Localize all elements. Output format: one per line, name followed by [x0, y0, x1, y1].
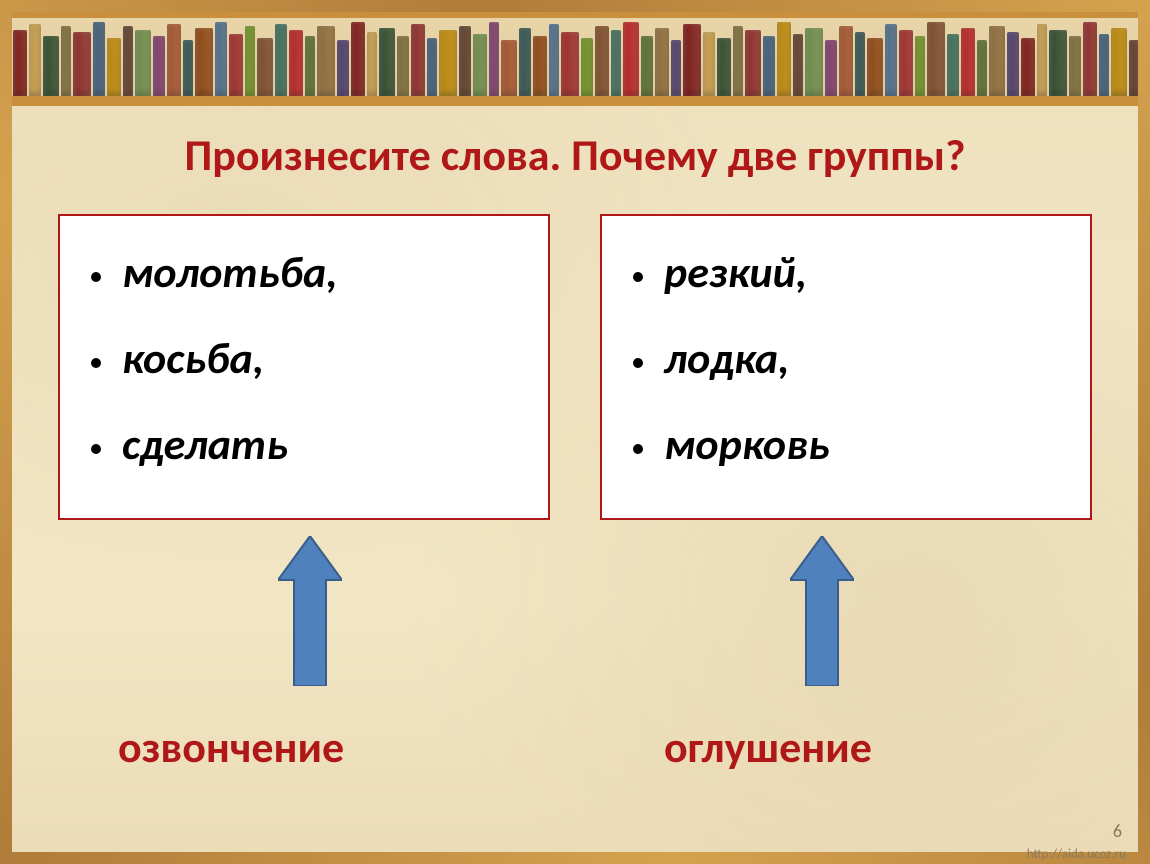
slide: Произнесите слова. Почему две группы? мо…	[0, 0, 1150, 864]
book-spine	[805, 28, 823, 96]
book-spine	[13, 30, 27, 96]
word-item: лодка,	[660, 316, 1070, 402]
book-spine	[215, 22, 227, 96]
book-spine	[195, 28, 213, 96]
book-spine	[411, 24, 425, 96]
book-spine	[595, 26, 609, 96]
book-spine	[501, 40, 517, 96]
book-spine	[1083, 22, 1097, 96]
book-spine	[899, 30, 913, 96]
book-spine	[1129, 40, 1138, 96]
book-spine	[427, 38, 437, 96]
slide-title: Произнесите слова. Почему две группы?	[0, 128, 1150, 182]
word-box-right: резкий,лодка,морковь	[600, 214, 1092, 520]
book-spine	[777, 22, 791, 96]
book-spine	[947, 34, 959, 96]
word-list-right: резкий,лодка,морковь	[622, 230, 1070, 487]
book-spine	[671, 40, 681, 96]
book-spine	[703, 32, 715, 96]
book-spine	[717, 38, 731, 96]
word-boxes-row: молотьба, косьба, сделать резкий,лодка,м…	[58, 214, 1092, 520]
book-spine	[257, 38, 273, 96]
word-item: косьба,	[118, 316, 528, 402]
book-spine	[459, 26, 471, 96]
book-spine	[793, 34, 803, 96]
book-spine	[439, 30, 457, 96]
book-spine	[1049, 30, 1067, 96]
book-spine	[581, 38, 593, 96]
book-spine	[549, 24, 559, 96]
book-spine	[641, 36, 653, 96]
book-spine	[961, 28, 975, 96]
credit-link: http://aida.ucoz.ru	[1027, 847, 1126, 862]
bookshelf-header	[12, 12, 1138, 106]
book-spine	[317, 26, 335, 96]
book-spine	[1007, 32, 1019, 96]
book-spine	[533, 36, 547, 96]
book-spine	[337, 40, 349, 96]
book-spine	[867, 38, 883, 96]
book-spine	[655, 28, 669, 96]
book-spine	[397, 36, 409, 96]
book-spine	[73, 32, 91, 96]
book-spine	[489, 22, 499, 96]
book-spine	[1021, 38, 1035, 96]
book-spine	[561, 32, 579, 96]
word-item: сделать	[118, 402, 528, 488]
word-item: морковь	[660, 402, 1070, 488]
book-spine	[153, 36, 165, 96]
word-item: резкий,	[660, 230, 1070, 316]
word-list-left: молотьба, косьба, сделать	[80, 230, 528, 487]
book-spine	[519, 28, 531, 96]
book-spine	[305, 36, 315, 96]
book-spine	[29, 24, 41, 96]
book-spine	[135, 30, 151, 96]
book-spine	[1069, 36, 1081, 96]
book-spine	[245, 26, 255, 96]
book-spine	[275, 24, 287, 96]
book-spine	[683, 24, 701, 96]
book-spine	[745, 30, 761, 96]
book-spine	[855, 32, 865, 96]
book-spine	[93, 22, 105, 96]
book-spine	[1037, 24, 1047, 96]
book-spine	[351, 22, 365, 96]
book-spine	[623, 22, 639, 96]
book-spine	[977, 40, 987, 96]
book-spine	[229, 34, 243, 96]
book-spine	[825, 40, 837, 96]
book-spine	[61, 26, 71, 96]
group-label-left: озвончение	[118, 720, 344, 774]
book-spine	[763, 36, 775, 96]
book-spine	[915, 36, 925, 96]
arrows-layer	[0, 536, 1150, 706]
word-item: молотьба,	[118, 230, 528, 316]
book-spine	[885, 24, 897, 96]
book-spine	[927, 22, 945, 96]
book-spine	[367, 32, 377, 96]
book-spine	[611, 30, 621, 96]
word-box-left: молотьба, косьба, сделать	[58, 214, 550, 520]
group-label-right: оглушение	[664, 720, 872, 774]
book-spine	[1099, 34, 1109, 96]
book-spine	[183, 40, 193, 96]
book-spine	[989, 26, 1005, 96]
book-spine	[473, 34, 487, 96]
book-spine	[1111, 28, 1127, 96]
page-number: 6	[1113, 820, 1122, 842]
book-spine	[107, 38, 121, 96]
book-spine	[839, 26, 853, 96]
up-arrow-icon	[790, 536, 854, 686]
book-spine	[123, 26, 133, 96]
book-spine	[379, 28, 395, 96]
book-spine	[733, 26, 743, 96]
book-spine	[43, 36, 59, 96]
up-arrow-icon	[278, 536, 342, 686]
book-spine	[289, 30, 303, 96]
book-spine	[167, 24, 181, 96]
